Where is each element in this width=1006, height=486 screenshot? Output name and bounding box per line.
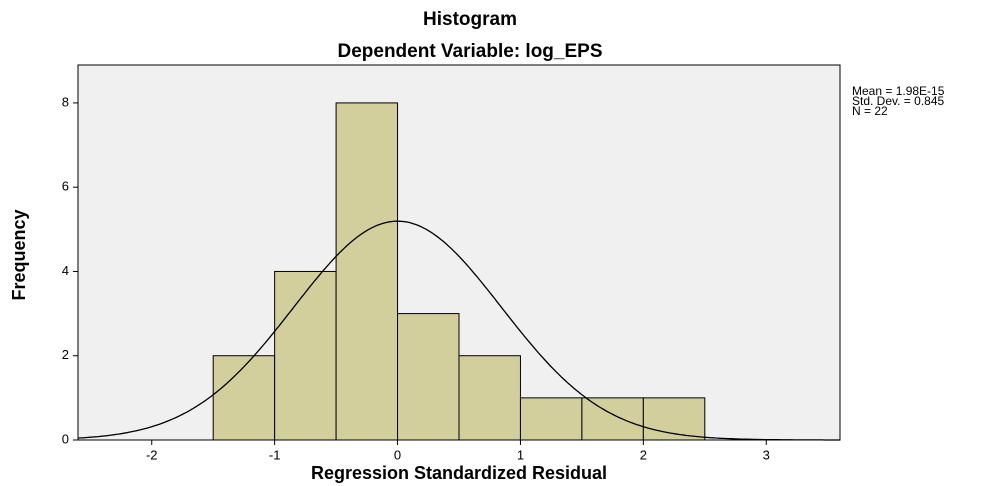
bar bbox=[581, 397, 644, 441]
stat-annotation: N = 22 bbox=[852, 104, 888, 118]
bar bbox=[519, 397, 583, 441]
x-tick-label: 2 bbox=[640, 447, 647, 462]
y-tick-label: 8 bbox=[62, 94, 69, 109]
stat-annotation: Mean = 1.98E-15 bbox=[852, 84, 945, 98]
x-axis-label: Regression Standardized Residual bbox=[311, 463, 607, 483]
bar bbox=[397, 313, 460, 441]
x-tick-label: 1 bbox=[517, 447, 524, 462]
x-tick-label: -1 bbox=[269, 447, 281, 462]
bar bbox=[642, 397, 706, 441]
bar bbox=[274, 270, 337, 441]
y-tick-label: 0 bbox=[62, 431, 69, 446]
normal-curve bbox=[77, 220, 840, 441]
x-tick-label: -2 bbox=[146, 447, 158, 462]
stat-annotation: Std. Dev. = 0.845 bbox=[852, 94, 944, 108]
y-axis-label: Frequency bbox=[9, 209, 29, 300]
y-tick-label: 6 bbox=[62, 179, 69, 194]
bar bbox=[212, 355, 276, 441]
y-tick-label: 2 bbox=[62, 347, 69, 362]
bar bbox=[335, 102, 399, 441]
bar bbox=[458, 355, 521, 441]
y-tick-label: 4 bbox=[62, 263, 69, 278]
x-tick-label: 3 bbox=[763, 447, 770, 462]
chart-title: Histogram bbox=[423, 9, 517, 30]
x-tick-label: 0 bbox=[394, 447, 401, 462]
chart-subtitle: Dependent Variable: log_EPS bbox=[337, 41, 602, 62]
